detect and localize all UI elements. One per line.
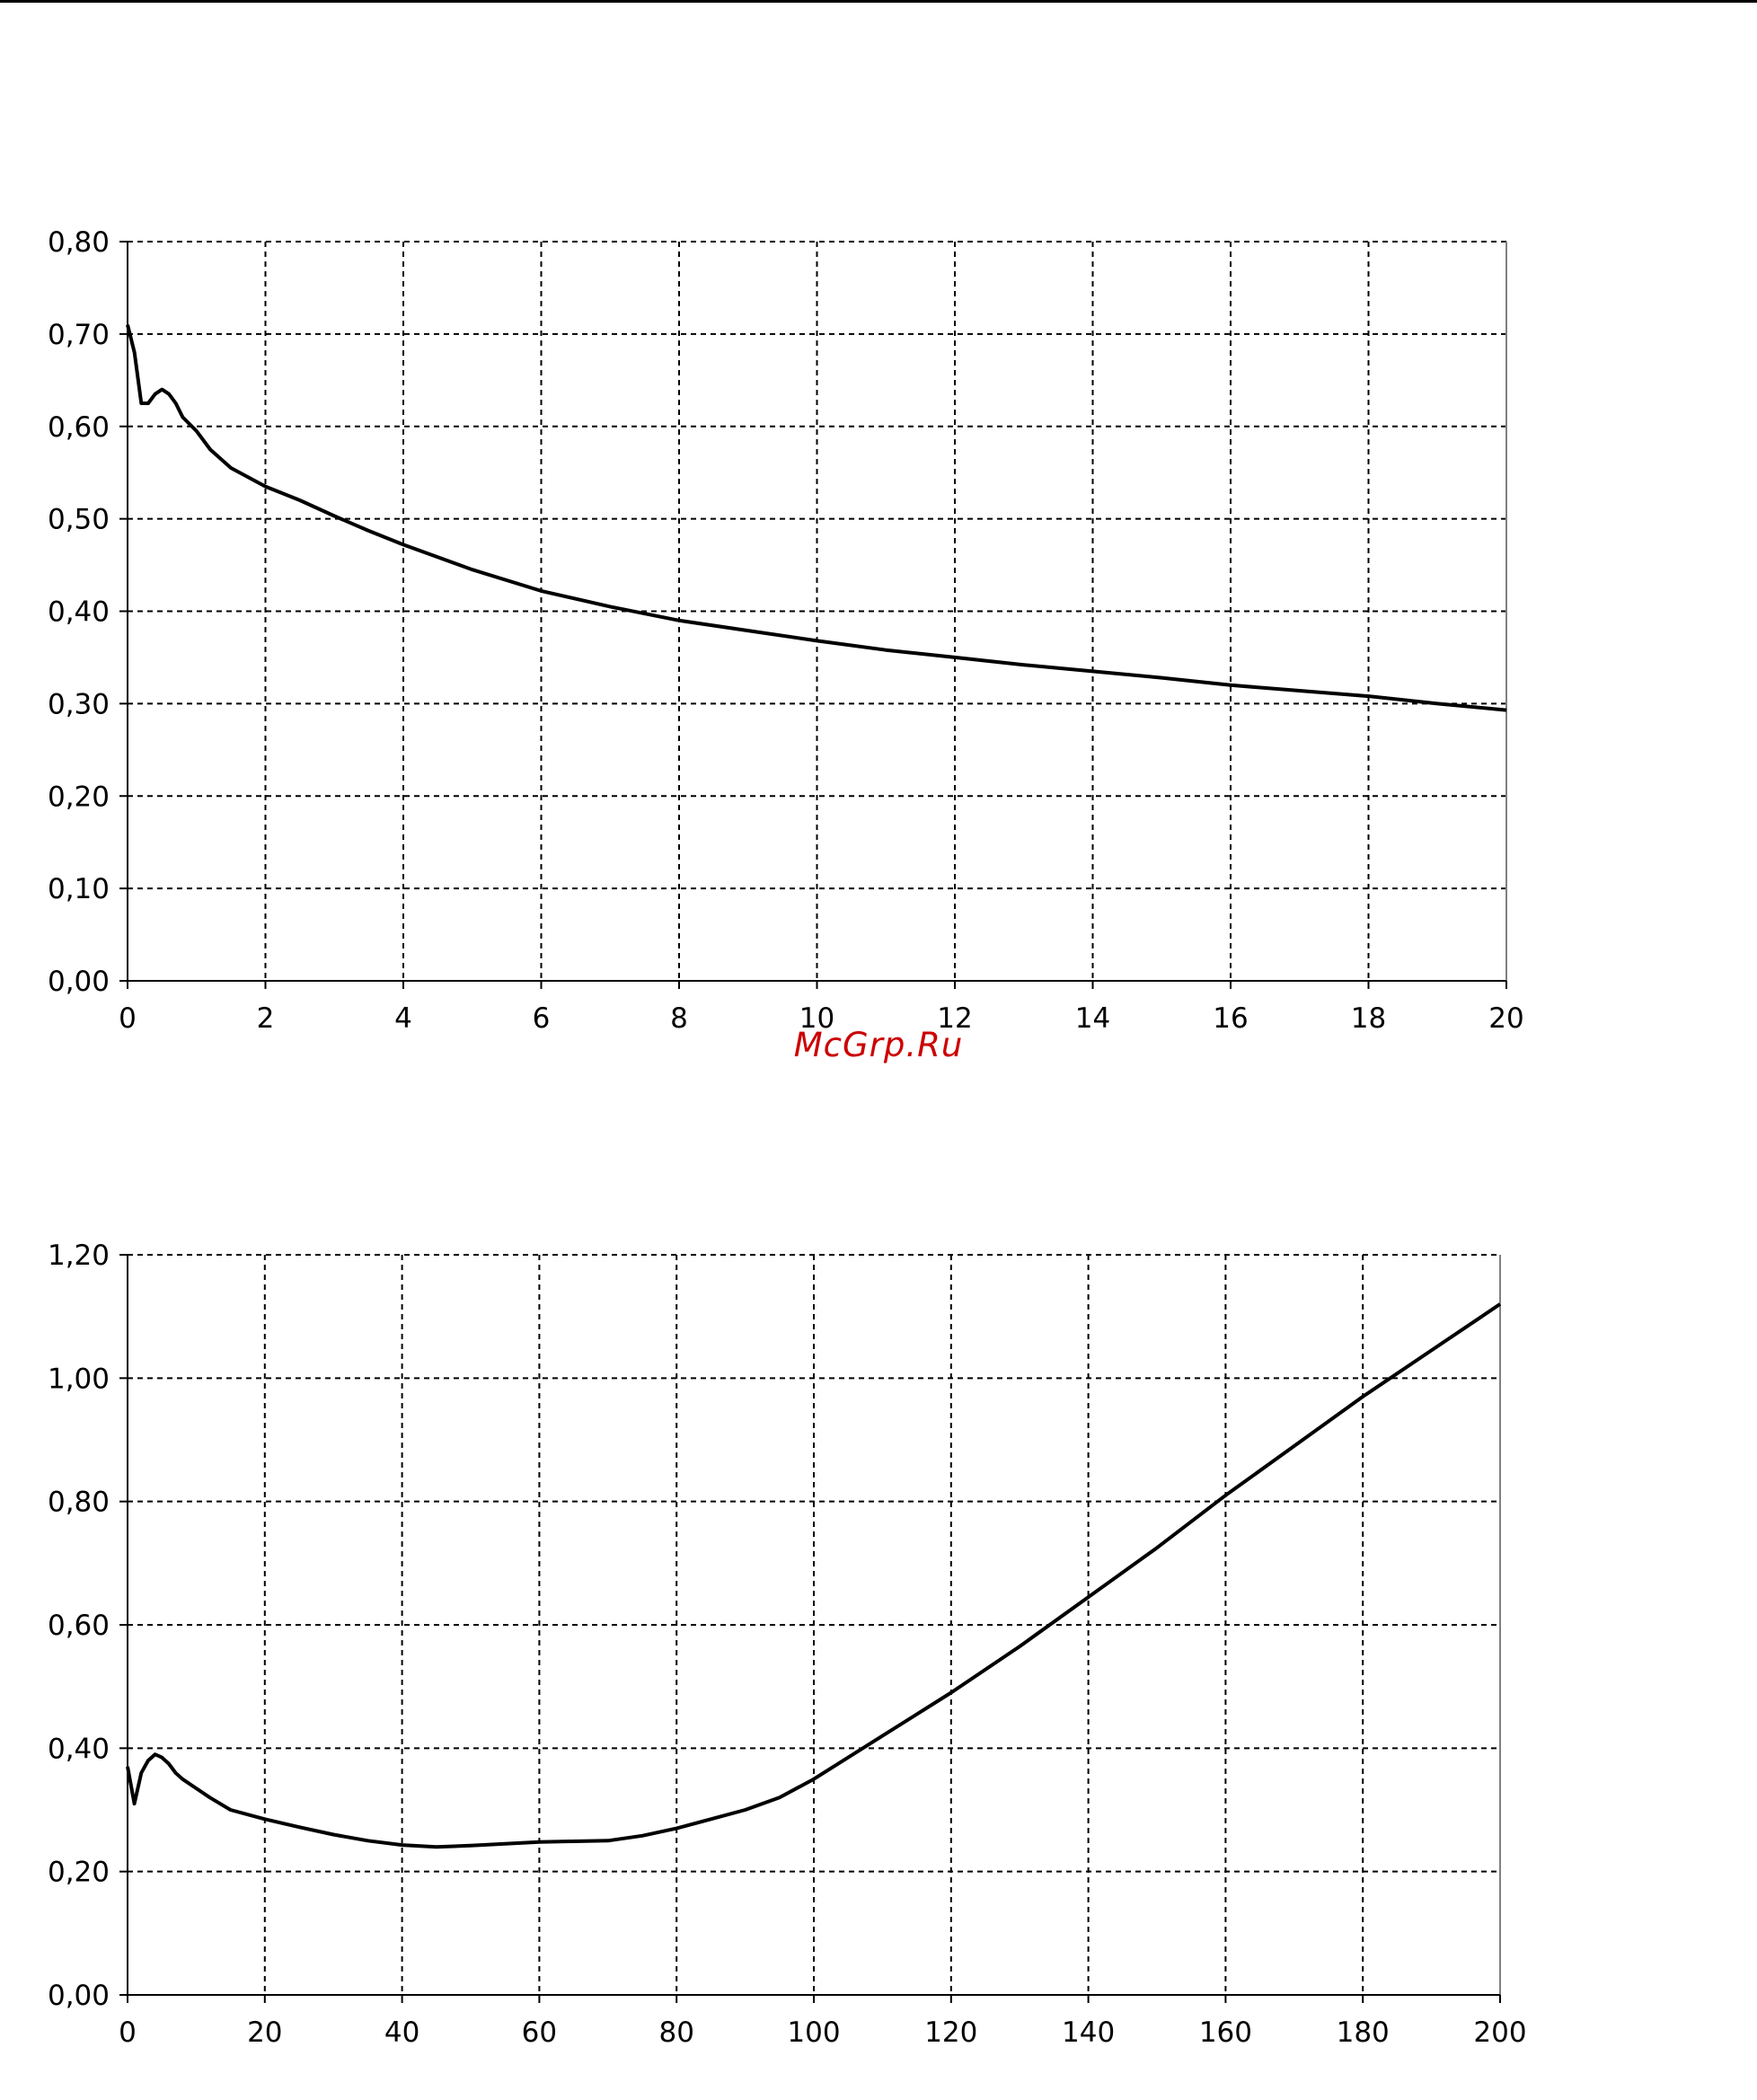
y-tick-label: 0,00 (48, 1980, 110, 2012)
y-tick-label: 0,30 (48, 688, 110, 720)
chart-panel-bottom: 0 20 40 60 80 100 120 140 160 180 200 0,00 0,20 0,40 0… (0, 1195, 1541, 2100)
x-tick-label: 200 (1473, 2016, 1526, 2049)
x-tick-label: 0 (119, 1002, 137, 1035)
y-tick-label: 0,10 (48, 873, 110, 905)
x-tick-label: 100 (787, 2016, 840, 2049)
watermark: McGrp.Ru (793, 1026, 964, 1064)
x-tick-label: 20 (1488, 1002, 1523, 1035)
x-tick-label: 12 (937, 1002, 972, 1035)
x-tick-label: 80 (658, 2016, 693, 2049)
series-line (126, 1302, 1502, 1849)
y-tick-label: 0,20 (48, 781, 110, 813)
x-tick-label: 6 (533, 1002, 551, 1035)
x-tick-label: 20 (247, 2016, 282, 2049)
line-chart-top: 0 2 4 6 8 10 12 14 16 18 20 0,00 0,10 0,20 0,30 0,40 0,5… (48, 226, 1524, 1035)
x-tick-label: 2 (257, 1002, 275, 1035)
top-rule (0, 0, 1757, 3)
y-tick-label: 0,60 (48, 1610, 110, 1642)
y-tick-label: 0,80 (48, 1487, 110, 1519)
x-tick-label: 160 (1199, 2016, 1252, 2049)
y-tick-label: 0,70 (48, 319, 110, 351)
x-tick-label: 4 (394, 1002, 412, 1035)
y-tick-label: 1,00 (48, 1363, 110, 1395)
y-tick-label: 0,40 (48, 596, 110, 629)
x-tick-label: 180 (1337, 2016, 1390, 2049)
x-tick-label: 10 (799, 1002, 834, 1035)
x-tick-label: 14 (1075, 1002, 1110, 1035)
x-tick-label: 120 (924, 2016, 977, 2049)
line-chart-bottom: 0 20 40 60 80 100 120 140 160 180 200 0,00 0,20 0,40 0… (48, 1240, 1527, 2049)
x-tick-label: 18 (1351, 1002, 1386, 1035)
y-tick-label: 0,20 (48, 1857, 110, 1889)
series-line (126, 324, 1507, 712)
y-tick-label: 0,00 (48, 966, 110, 998)
x-tick-label: 60 (522, 2016, 557, 2049)
y-tick-label: 0,80 (48, 226, 110, 259)
y-tick-label: 0,50 (48, 504, 110, 536)
x-tick-label: 0 (119, 2016, 137, 2049)
x-tick-label: 140 (1062, 2016, 1115, 2049)
x-tick-label: 40 (384, 2016, 419, 2049)
chart-panel-top: 0 2 4 6 8 10 12 14 16 18 20 0,00 0,10 0,20 0,30 0,40 0,5… (0, 184, 1541, 1082)
y-tick-label: 0,60 (48, 411, 110, 444)
x-tick-label: 16 (1213, 1002, 1248, 1035)
y-tick-label: 0,40 (48, 1733, 110, 1765)
y-tick-label: 1,20 (48, 1240, 110, 1272)
x-tick-label: 8 (670, 1002, 688, 1035)
